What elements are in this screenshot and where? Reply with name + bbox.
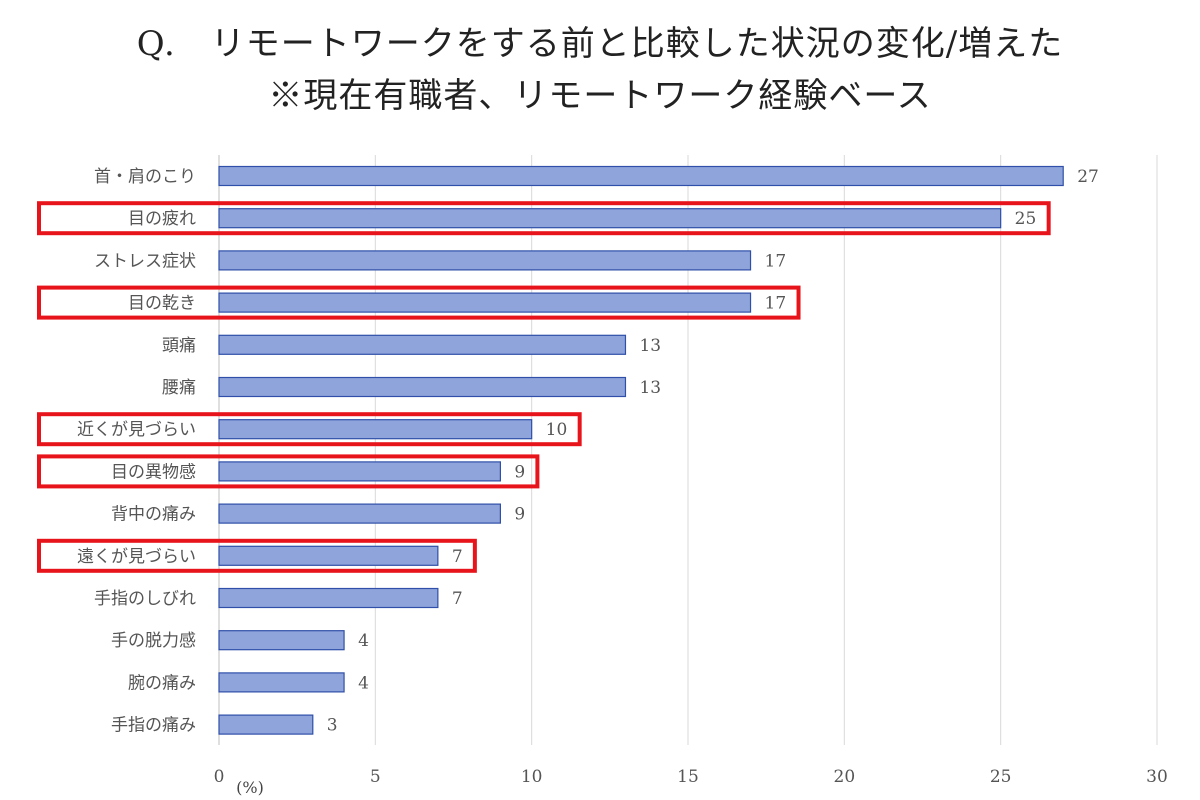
bar-2 [218, 250, 752, 271]
bar-3 [218, 292, 752, 313]
bar-13 [218, 714, 314, 735]
bar-4 [218, 334, 627, 355]
category-label-13: 手指の痛み [111, 716, 196, 736]
value-label-7: 9 [514, 462, 525, 482]
x-tick-label-0: 0 [214, 767, 225, 787]
value-labels: 27 25 17 17 13 13 10 9 9 7 7 4 4 3 [327, 167, 1099, 736]
chart-title-line-2: ※現在有職者、リモートワーク経験ベース [268, 76, 932, 116]
value-label-9: 7 [452, 547, 463, 567]
x-tick-label-15: 15 [677, 767, 699, 787]
category-labels: 首・肩のこり目の疲れストレス症状目の乾き頭痛腰痛近くが見づらい目の異物感背中の痛… [77, 167, 196, 736]
value-label-8: 9 [514, 505, 525, 525]
x-tick-label-30: 30 [1146, 767, 1168, 787]
bar-10 [218, 587, 439, 609]
grid-lines [218, 155, 1158, 745]
chart-title-line-1: Q. リモートワークをする前と比較した状況の変化/増えた [136, 24, 1064, 64]
category-label-7: 目の異物感 [111, 462, 196, 482]
category-label-11: 手の脱力感 [111, 631, 196, 651]
category-label-8: 背中の痛み [111, 505, 196, 525]
x-axis-ticks: 0 5 10 15 20 25 30 [214, 767, 1168, 787]
bar-0 [218, 165, 1064, 187]
value-label-13: 3 [327, 716, 338, 736]
category-label-3: 目の乾き [128, 294, 196, 314]
x-tick-label-20: 20 [834, 767, 856, 787]
value-label-2: 17 [765, 251, 787, 271]
x-tick-label-25: 25 [990, 767, 1012, 787]
x-axis-unit-label: (%) [236, 778, 264, 797]
category-label-5: 腰痛 [162, 378, 196, 398]
highlight-box-3 [37, 285, 801, 320]
value-label-12: 4 [358, 673, 369, 693]
bar-12 [218, 672, 345, 693]
bar-11 [218, 630, 345, 651]
highlight-box-1 [37, 201, 1051, 236]
bar-8 [218, 503, 501, 524]
bar-7 [218, 461, 501, 482]
value-label-5: 13 [639, 378, 661, 398]
bar-5 [218, 376, 627, 398]
x-tick-label-10: 10 [521, 767, 543, 787]
bar-6 [218, 419, 533, 440]
category-label-9: 遠くが見づらい [77, 547, 196, 567]
highlight-box-6 [37, 412, 582, 447]
value-label-11: 4 [358, 631, 369, 651]
category-label-4: 頭痛 [162, 336, 196, 356]
category-label-2: ストレス症状 [94, 251, 196, 271]
value-label-3: 17 [765, 294, 787, 314]
value-label-10: 7 [452, 589, 463, 609]
category-label-10: 手指のしびれ [94, 589, 196, 609]
value-label-0: 27 [1077, 167, 1099, 187]
bar-1 [218, 208, 1002, 229]
highlight-boxes [37, 201, 1051, 573]
category-label-1: 目の疲れ [128, 209, 196, 229]
category-label-6: 近くが見づらい [77, 420, 196, 440]
value-label-1: 25 [1015, 209, 1037, 229]
category-label-12: 腕の痛み [128, 673, 196, 693]
highlight-box-9 [37, 538, 477, 573]
value-label-4: 13 [639, 336, 661, 356]
value-label-6: 10 [546, 420, 568, 440]
x-tick-label-5: 5 [370, 767, 381, 787]
category-label-0: 首・肩のこり [94, 167, 196, 187]
bar-9 [218, 545, 439, 566]
bars [218, 165, 1064, 735]
highlight-box-7 [37, 454, 540, 489]
